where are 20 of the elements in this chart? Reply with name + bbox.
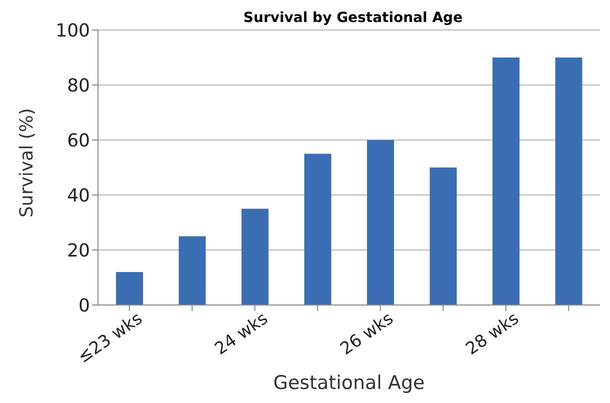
bar	[430, 168, 457, 305]
bar	[116, 272, 143, 305]
bar	[242, 208, 268, 305]
y-tick-label: 80	[67, 75, 90, 96]
x-tick-label: 26 wks	[336, 308, 398, 360]
bar	[178, 236, 206, 305]
bar	[555, 58, 582, 305]
bar	[367, 140, 394, 305]
y-tick-label: 0	[78, 295, 90, 316]
chart-title: Survival by Gestational Age	[242, 10, 464, 26]
y-axis-title: Survival (%)	[16, 108, 38, 218]
x-axis-title: Gestational Age	[273, 372, 425, 394]
y-tick-label: 60	[67, 130, 90, 152]
y-tick-label: 40	[67, 185, 90, 206]
y-tick-label: 20	[67, 240, 90, 262]
y-tick-label: 100	[56, 20, 90, 42]
bar	[304, 154, 332, 305]
bar	[492, 58, 520, 305]
x-tick-label: 28 wks	[462, 308, 523, 360]
x-tick-label: 24 wks	[211, 308, 272, 360]
